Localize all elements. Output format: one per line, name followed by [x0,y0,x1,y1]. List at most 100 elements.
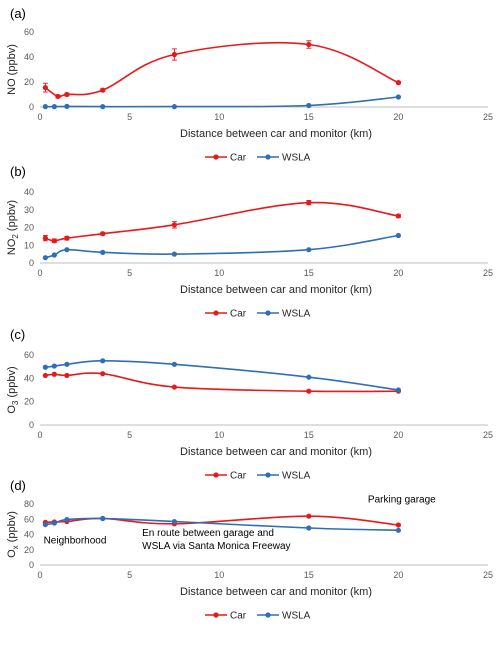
y-tick-label: 60 [24,514,34,524]
data-point-car [42,85,48,91]
x-tick-label: 0 [37,570,42,580]
x-tick-label: 5 [127,268,132,278]
x-axis-title: Distance between car and monitor (km) [180,284,372,296]
data-point-wsla [51,363,57,369]
annotation-text: Parking garage [368,494,436,505]
panel-label: (a) [10,6,26,21]
data-point-wsla [64,517,70,523]
y-axis-title-subscript: 3 [11,400,20,405]
data-point-wsla [171,251,177,257]
legend-label: Car [230,153,247,164]
legend-label: WSLA [282,153,311,164]
data-point-car [64,372,70,379]
data-point-wsla [171,518,177,525]
series-line-wsla [45,96,399,108]
legend-swatch-marker [265,472,271,478]
y-axis-title-units: (ppbv) [6,366,18,400]
y-axis-title: Ox (ppbv) [6,511,20,558]
data-point-wsla [395,232,401,239]
x-tick-label: 5 [127,112,132,122]
annotation-text: Neighborhood [44,536,107,547]
data-point-car [55,93,61,99]
legend-label: WSLA [282,309,311,320]
y-tick-label: 40 [24,187,34,197]
data-point-car [306,388,312,394]
legend-label: Car [230,611,247,622]
data-point-car [306,200,312,206]
data-point-car [395,213,401,219]
panel-d: (d) 0 20 40 60 80 0 5 10 15 20 25 Distance between c… [6,478,493,622]
data-point-car [171,384,177,390]
x-tick-label: 15 [304,570,314,580]
legend-label: WSLA [282,471,311,482]
data-point-wsla [306,247,312,253]
data-point-wsla [42,255,48,261]
data-point-car [395,80,401,86]
data-point-car [42,235,48,241]
data-point-car [51,238,57,244]
panel-c: (c) 0 20 40 60 0 5 10 15 20 25 Distance between car… [6,327,493,482]
data-point-wsla [42,364,48,370]
data-point-car [395,522,401,528]
data-point-car [171,222,177,228]
series-line-car [45,201,399,242]
y-tick-label: 0 [29,258,34,268]
x-tick-label: 5 [127,430,132,440]
data-point-wsla [100,104,106,110]
data-point-wsla [42,104,48,110]
x-tick-label: 10 [214,570,224,580]
data-point-wsla [306,374,312,380]
y-tick-label: 30 [24,205,34,215]
data-point-car [64,91,70,98]
x-tick-label: 25 [483,570,493,580]
legend-swatch-marker [265,612,271,618]
x-tick-label: 25 [483,112,493,122]
y-axis-title-units: (ppbv) [6,200,18,234]
data-point-wsla [306,525,312,531]
y-tick-label: 40 [24,373,34,383]
series-line-wsla [45,359,399,391]
x-tick-label: 20 [393,570,403,580]
x-axis-title: Distance between car and monitor (km) [180,128,372,140]
data-point-car [64,235,70,241]
legend-swatch-marker [213,310,219,316]
x-tick-label: 15 [304,430,314,440]
y-tick-label: 0 [29,420,34,430]
y-tick-label: 20 [24,397,34,407]
data-point-wsla [64,361,70,367]
series-line-wsla [45,234,399,259]
y-axis-title: O3 (ppbv) [6,366,20,413]
annotation-text: En route between garage and [142,528,274,539]
y-tick-label: 20 [24,77,34,87]
x-tick-label: 0 [37,112,42,122]
data-point-wsla [42,521,48,528]
y-axis-title-units: (ppbv) [6,511,18,545]
panel-a: (a) 0 20 40 60 0 5 10 15 20 25 Distance between car… [6,6,493,164]
data-point-car [100,371,106,377]
x-tick-label: 5 [127,570,132,580]
data-point-wsla [100,515,106,522]
panel-label: (c) [10,327,25,342]
panel-label: (d) [10,478,26,493]
y-tick-label: 60 [24,27,34,37]
y-tick-label: 60 [24,350,34,360]
data-point-car [306,41,312,48]
panel-label: (b) [10,164,26,179]
legend-swatch-marker [213,472,219,478]
legend-swatch-marker [265,310,271,316]
y-tick-label: 0 [29,102,34,112]
legend-swatch-marker [213,612,219,618]
annotation-text: WSLA via Santa Monica Freeway [142,541,290,552]
x-axis-title: Distance between car and monitor (km) [180,446,372,458]
data-point-car [100,231,106,237]
x-tick-label: 0 [37,268,42,278]
y-tick-label: 80 [24,499,34,509]
y-axis-title-main: O [6,405,18,414]
data-point-wsla [171,361,177,367]
y-axis-title-main: NO [6,238,18,255]
legend-label: Car [230,471,247,482]
data-point-car [306,513,312,519]
data-point-wsla [51,104,57,110]
x-tick-label: 15 [304,268,314,278]
